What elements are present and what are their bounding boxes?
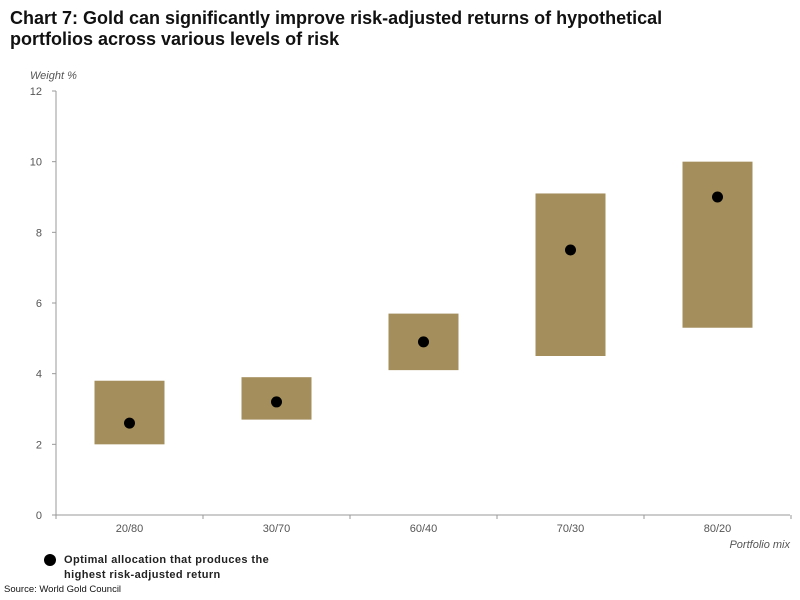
range-box: [682, 161, 753, 328]
x-axis: 20/80 30/70 60/40 70/30 80/20: [55, 514, 792, 535]
y-axis-title: Weight %: [30, 70, 77, 82]
range-box: [535, 193, 606, 356]
optimal-markers: [124, 191, 723, 429]
optimal-marker: [418, 336, 429, 348]
y-tick-label: 2: [36, 439, 42, 451]
legend-marker-icon: [44, 554, 56, 566]
y-tick-label: 0: [36, 510, 42, 522]
optimal-marker: [271, 396, 282, 408]
x-tick-label: 70/30: [557, 523, 585, 535]
range-boxes: [94, 161, 753, 445]
legend-label: Optimal allocation that produces the hig…: [64, 554, 270, 581]
optimal-marker: [712, 191, 723, 203]
source-note: Source: World Gold Council: [4, 584, 122, 595]
optimal-marker: [124, 417, 135, 429]
y-tick-label: 4: [36, 369, 42, 381]
x-tick-label: 30/70: [263, 523, 291, 535]
y-tick-label: 12: [30, 86, 42, 98]
chart-title: Chart 7: Gold can significantly improve …: [10, 8, 663, 49]
legend: Optimal allocation that produces the hig…: [44, 553, 314, 583]
range-box: [94, 380, 165, 445]
y-tick-label: 8: [36, 227, 42, 239]
x-tick-label: 60/40: [410, 523, 438, 535]
optimal-marker: [565, 244, 576, 256]
x-tick-label: 20/80: [116, 523, 144, 535]
y-axis: 0 2 4 6 8 10 12: [30, 86, 57, 522]
x-tick-label: 80/20: [704, 523, 732, 535]
y-tick-label: 10: [30, 157, 42, 169]
y-tick-label: 6: [36, 298, 42, 310]
x-axis-title: Portfolio mix: [729, 539, 790, 551]
